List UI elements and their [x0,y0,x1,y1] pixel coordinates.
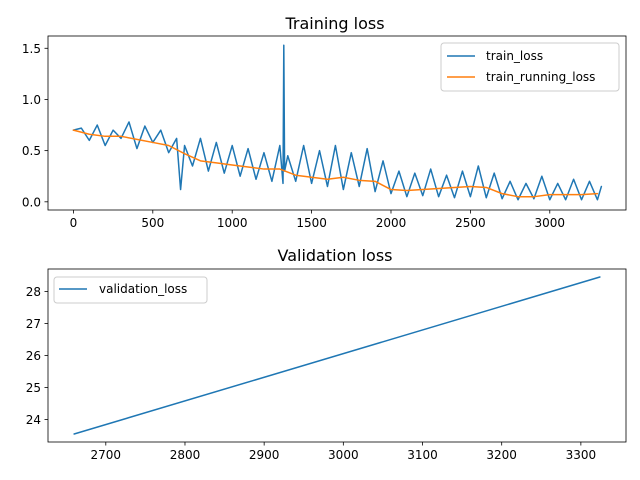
validation-loss-x-tick-label: 3100 [407,448,438,462]
training-loss-chart: Training loss 0 500 1000 1500 2000 2500 3000 0… [22,14,627,230]
legend-label-train-running-loss: train_running_loss [486,70,595,84]
training-loss-x-axis: 0 500 1000 1500 2000 2500 3000 [70,210,565,230]
training-loss-x-tick-label: 2500 [455,216,486,230]
series-line-train-loss [72,44,603,201]
validation-loss-chart: Validation loss 2700 2800 2900 3000 3100 3200… [26,246,627,462]
validation-loss-y-tick-label: 26 [26,349,41,363]
training-loss-y-tick-label: 0.5 [22,144,41,158]
series-line-validation-loss [73,276,601,435]
validation-loss-x-tick-label: 3200 [486,448,517,462]
validation-loss-y-tick-label: 24 [26,413,41,427]
validation-loss-x-tick-label: 3300 [566,448,597,462]
training-loss-x-tick-label: 0 [70,216,78,230]
training-loss-legend-box [440,42,620,92]
training-loss-y-tick-label: 0.0 [22,195,41,209]
validation-loss-series-group [73,276,601,435]
validation-loss-legend: validation_loss [53,276,208,304]
validation-loss-y-tick-label: 28 [26,285,41,299]
training-loss-y-tick-label: 1.5 [22,42,41,56]
validation-loss-y-tick-label: 25 [26,381,41,395]
validation-loss-x-tick-label: 2900 [249,448,280,462]
legend-label-validation-loss: validation_loss [99,282,187,296]
validation-loss-x-tick-label: 2700 [91,448,122,462]
training-loss-x-tick-label: 2000 [376,216,407,230]
training-loss-legend: train_loss train_running_loss [440,42,620,92]
validation-loss-legend-box [53,276,208,304]
training-loss-y-axis: 0.0 0.5 1.0 1.5 [22,42,48,209]
training-loss-x-tick-label: 500 [141,216,164,230]
training-loss-x-tick-label: 1000 [217,216,248,230]
validation-loss-y-axis: 24 25 26 27 28 [26,285,48,427]
legend-label-train-loss: train_loss [486,49,543,63]
training-loss-x-tick-label: 3000 [535,216,566,230]
validation-loss-x-axis: 2700 2800 2900 3000 3100 3200 3300 [91,442,597,462]
series-line-train-running-loss [72,129,599,198]
validation-loss-title: Validation loss [278,246,393,265]
training-loss-axes-frame [47,35,627,211]
validation-loss-y-tick-label: 27 [26,317,41,331]
validation-loss-x-tick-label: 2800 [170,448,201,462]
training-loss-series-group [72,44,603,201]
training-loss-title: Training loss [284,14,384,33]
training-loss-y-tick-label: 1.0 [22,93,41,107]
validation-loss-x-tick-label: 3000 [328,448,359,462]
training-loss-x-tick-label: 1500 [296,216,327,230]
